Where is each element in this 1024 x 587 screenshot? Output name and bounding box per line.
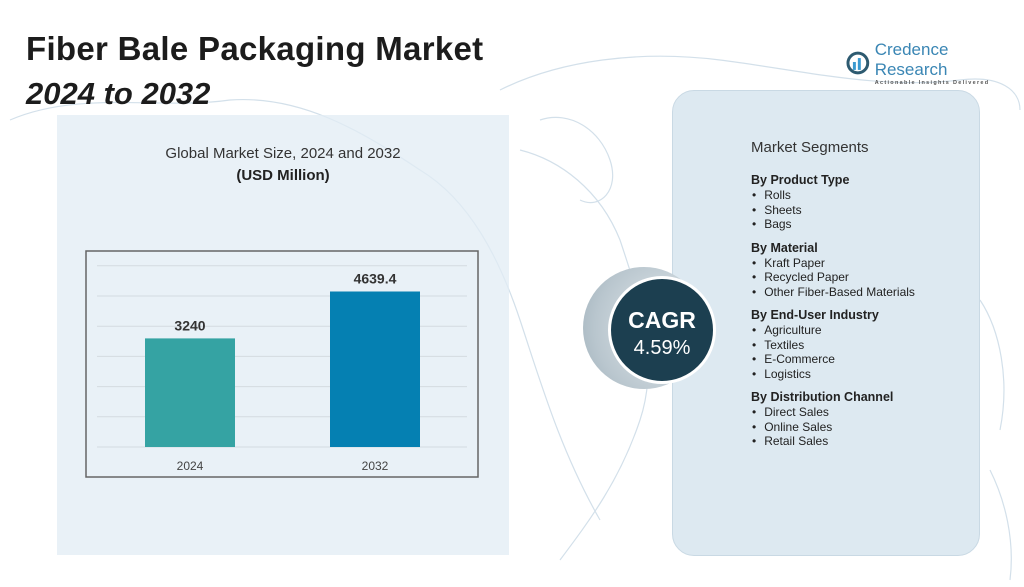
logo: Credence Research Actionable Insights De… [846, 40, 1024, 86]
page-subtitle: 2024 to 2032 [26, 76, 211, 111]
segment-item: Logistics [751, 367, 915, 382]
cagr-badge: CAGR 4.59% [608, 276, 716, 384]
segment-group: By Product TypeRollsSheetsBags [751, 173, 915, 232]
logo-name: Credence Research [874, 40, 949, 79]
chart-unit: (USD Million) [236, 167, 330, 184]
chart-frame [85, 250, 479, 478]
bar-2032 [330, 291, 420, 447]
bar-2024 [145, 338, 235, 447]
segment-item: Kraft Paper [751, 256, 915, 271]
segment-heading: By Distribution Channel [751, 390, 894, 404]
segment-heading: By Product Type [751, 173, 850, 187]
segment-item: Rolls [751, 188, 915, 203]
segment-item: Textiles [751, 338, 915, 353]
segment-item: Agriculture [751, 323, 915, 338]
segments-panel: Market Segments By Product TypeRollsShee… [672, 90, 980, 556]
chart-panel: Global Market Size, 2024 and 2032 (USD M… [57, 115, 509, 555]
segment-item: Recycled Paper [751, 270, 915, 285]
segments-title: Market Segments [751, 139, 869, 156]
bar-chart-circle-icon [846, 51, 870, 75]
x-tick-label: 2024 [177, 459, 204, 473]
bar-chart: 3240 2024 4639.4 2032 [85, 250, 479, 478]
data-label: 4639.4 [354, 270, 397, 286]
cagr-value: 4.59% [633, 337, 691, 359]
segment-heading: By End-User Industry [751, 308, 879, 322]
data-label: 3240 [174, 317, 205, 333]
segment-item: Other Fiber-Based Materials [751, 285, 915, 300]
x-tick-label: 2032 [362, 459, 389, 473]
segment-item: Sheets [751, 203, 915, 218]
chart-title: Global Market Size, 2024 and 2032 [165, 145, 401, 162]
segment-item: Direct Sales [751, 405, 915, 420]
segment-item: Online Sales [751, 420, 915, 435]
page-title: Fiber Bale Packaging Market [26, 30, 484, 67]
segment-item: Bags [751, 217, 915, 232]
segment-group: By MaterialKraft PaperRecycled PaperOthe… [751, 241, 915, 300]
logo-tagline: Actionable Insights Delivered [874, 80, 990, 86]
segment-group: By Distribution ChannelDirect SalesOnlin… [751, 390, 915, 449]
segment-item: Retail Sales [751, 434, 915, 449]
segment-heading: By Material [751, 240, 818, 255]
cagr-label: CAGR [628, 307, 696, 333]
segment-item: E-Commerce [751, 352, 915, 367]
segments-list: By Product TypeRollsSheetsBags By Materia… [751, 173, 915, 458]
segment-group: By End-User IndustryAgricultureTextilesE… [751, 308, 915, 381]
